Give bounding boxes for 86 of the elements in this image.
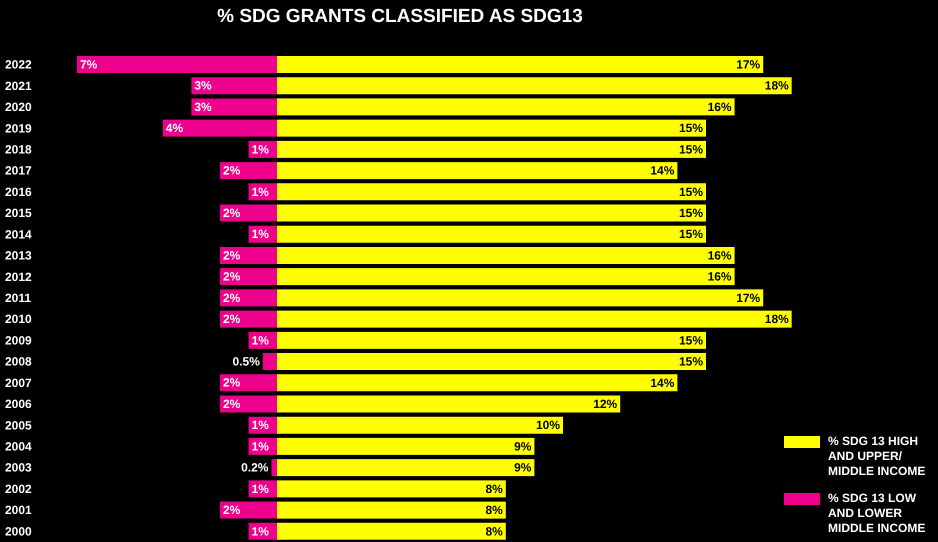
bar xyxy=(191,98,278,116)
data-label: 1% xyxy=(252,439,270,454)
legend-label: % SDG 13 LOW AND LOWER MIDDLE INCOME xyxy=(828,491,926,536)
data-label: 2% xyxy=(222,376,241,390)
y-tick-label: 2006 xyxy=(5,397,32,412)
bar xyxy=(220,289,278,306)
data-label: 17% xyxy=(736,58,761,72)
y-tick-label: 2008 xyxy=(5,354,32,369)
data-label: 17% xyxy=(736,290,761,305)
y-tick-label: 2016 xyxy=(5,184,32,199)
text: % SDG GRANTS CLASSIFIED AS SDG13 xyxy=(216,6,584,28)
data-label: 2% xyxy=(222,503,241,518)
data-label: 18% xyxy=(764,312,790,326)
data-label: 14% xyxy=(650,164,675,178)
data-label: 14% xyxy=(650,376,675,390)
data-label: 2% xyxy=(222,312,241,326)
y-tick-label: 2020 xyxy=(5,100,32,114)
data-label: 4% xyxy=(166,121,184,136)
y-tick-label: 2002 xyxy=(5,482,32,496)
y-tick-label: 2019 xyxy=(5,121,32,136)
data-label: 0.2% xyxy=(241,460,269,475)
y-tick-label: 2022 xyxy=(5,58,32,72)
data-label: 9% xyxy=(514,460,532,475)
y-tick-label: 2004 xyxy=(5,440,32,454)
data-label: 12% xyxy=(593,396,618,411)
data-label: 16% xyxy=(708,270,732,284)
data-label: 0.5% xyxy=(232,354,260,369)
y-tick-label: 2017 xyxy=(5,164,32,178)
y-tick-label: 2003 xyxy=(5,460,32,475)
data-label: 16% xyxy=(708,100,732,114)
data-label: 9% xyxy=(514,439,532,454)
legend-label: % SDG 13 HIGH AND UPPER/ MIDDLE INCOME xyxy=(828,434,926,479)
y-tick-label: 2013 xyxy=(5,248,32,263)
data-label: 15% xyxy=(679,354,704,369)
data-label: 8% xyxy=(486,482,504,496)
bar xyxy=(220,246,278,264)
data-label: 2% xyxy=(222,164,241,178)
y-tick-label: 2021 xyxy=(5,78,32,93)
bar xyxy=(220,310,278,328)
data-label: 3% xyxy=(194,100,212,114)
data-label: 2% xyxy=(222,248,241,262)
data-label: 15% xyxy=(679,184,704,199)
data-label: 8% xyxy=(486,503,504,518)
y-tick-label: 2011 xyxy=(5,291,32,305)
data-label: 1% xyxy=(252,524,270,538)
bar xyxy=(162,120,278,137)
data-label: 15% xyxy=(679,333,704,348)
data-label: 15% xyxy=(679,142,704,156)
data-label: 2% xyxy=(222,206,241,220)
y-tick-label: 2007 xyxy=(5,376,32,390)
data-label: 15% xyxy=(679,206,704,220)
bar xyxy=(271,459,278,476)
data-label: 7% xyxy=(80,58,98,72)
y-tick-label: 2010 xyxy=(5,312,32,326)
data-label: 1% xyxy=(252,333,270,348)
data-label: 15% xyxy=(679,121,704,136)
data-label: 15% xyxy=(679,227,704,242)
data-label: 2% xyxy=(222,396,241,411)
data-label: 2% xyxy=(222,270,241,284)
data-label: 2% xyxy=(222,290,241,305)
data-label: 3% xyxy=(194,78,212,93)
y-tick-label: 2000 xyxy=(5,524,32,538)
y-tick-label: 2018 xyxy=(5,142,32,156)
y-tick-label: 2005 xyxy=(5,418,32,432)
data-label: 10% xyxy=(536,418,561,432)
bar xyxy=(220,374,278,392)
bar xyxy=(191,77,278,94)
data-label: 8% xyxy=(486,524,504,538)
y-tick-label: 2009 xyxy=(5,333,32,348)
data-label: 16% xyxy=(708,248,732,262)
y-tick-label: 2014 xyxy=(5,227,32,242)
data-label: 1% xyxy=(252,418,270,432)
data-label: 1% xyxy=(252,482,270,496)
bar xyxy=(220,268,278,286)
bar xyxy=(262,353,278,370)
y-tick-label: 2001 xyxy=(5,503,32,518)
data-label: 1% xyxy=(252,227,270,242)
y-tick-label: 2012 xyxy=(5,270,32,284)
bar xyxy=(220,502,278,519)
bar xyxy=(220,162,278,180)
bar xyxy=(220,204,278,222)
bar xyxy=(220,395,278,412)
data-label: 18% xyxy=(764,78,790,93)
y-tick-label: 2015 xyxy=(5,206,32,220)
data-label: 1% xyxy=(252,142,270,156)
data-label: 1% xyxy=(252,184,270,199)
